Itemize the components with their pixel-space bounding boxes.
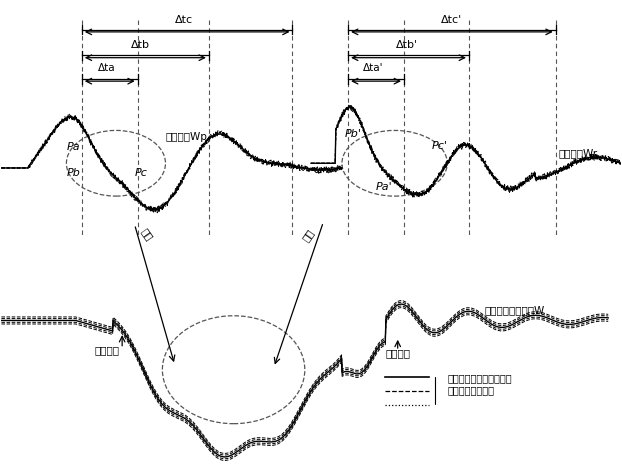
Text: 減圧波形Wr: 減圧波形Wr — [559, 148, 598, 158]
Text: ハードウェア特性による: ハードウェア特性による — [447, 373, 512, 383]
Text: Pb: Pb — [67, 168, 80, 178]
Text: 噴射開始: 噴射開始 — [94, 346, 119, 355]
Text: Pb': Pb' — [345, 129, 362, 139]
Text: 圧力変動ばらつき: 圧力変動ばらつき — [447, 385, 494, 395]
Text: Δta': Δta' — [363, 63, 383, 73]
Text: Δtc': Δtc' — [441, 15, 462, 25]
Text: Pa': Pa' — [376, 182, 392, 192]
Text: Δtb': Δtb' — [396, 40, 418, 50]
Text: 相違: 相違 — [139, 227, 155, 243]
Text: 圧送波形Wp: 圧送波形Wp — [165, 132, 207, 142]
Text: Δtb: Δtb — [131, 40, 151, 50]
Text: Pc: Pc — [134, 168, 147, 178]
Text: Δtc: Δtc — [175, 15, 193, 25]
Text: 相違: 相違 — [300, 227, 315, 243]
Text: 噴射終了: 噴射終了 — [385, 348, 410, 358]
Text: Pa: Pa — [67, 142, 80, 152]
Text: Pc': Pc' — [432, 141, 448, 151]
Text: Δta: Δta — [98, 63, 116, 73]
Text: 噴射時センサ波形W: 噴射時センサ波形W — [485, 305, 545, 315]
